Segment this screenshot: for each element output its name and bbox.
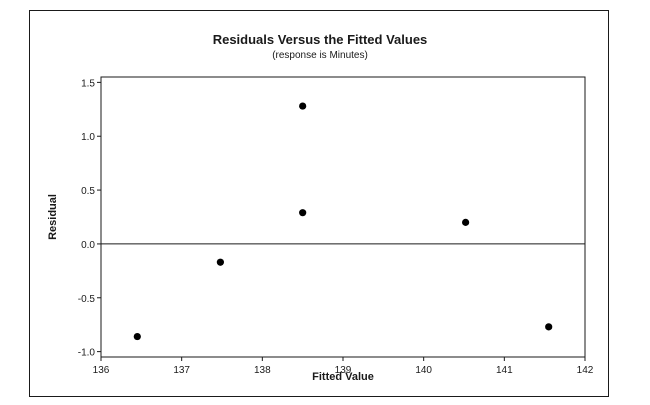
data-point bbox=[216, 258, 224, 266]
x-tick-label: 138 bbox=[254, 365, 271, 376]
y-tick-label: -1.0 bbox=[78, 348, 96, 359]
x-tick-label: 136 bbox=[93, 365, 110, 376]
y-tick-label: 0.5 bbox=[81, 186, 95, 197]
chart-subtitle: (response is Minutes) bbox=[272, 50, 368, 61]
x-tick-label: 139 bbox=[335, 365, 352, 376]
x-axis-label: Fitted Value bbox=[312, 371, 374, 383]
y-tick-label: -0.5 bbox=[78, 294, 96, 305]
x-tick-label: 140 bbox=[415, 365, 432, 376]
x-tick-label: 142 bbox=[577, 365, 594, 376]
x-tick-label: 137 bbox=[173, 365, 190, 376]
y-tick-label: 1.0 bbox=[81, 132, 95, 143]
scatter-chart: Residuals Versus the Fitted Values (resp… bbox=[47, 32, 594, 383]
data-point bbox=[299, 209, 307, 217]
y-tick-label: 1.5 bbox=[81, 78, 95, 89]
y-axis-label: Residual bbox=[47, 194, 59, 240]
data-point bbox=[133, 332, 141, 341]
data-point bbox=[545, 323, 553, 331]
chart-figure: Residuals Versus the Fitted Values (resp… bbox=[29, 10, 609, 397]
chart-title: Residuals Versus the Fitted Values bbox=[213, 32, 428, 47]
data-point bbox=[299, 102, 307, 110]
x-tick-label: 141 bbox=[496, 365, 513, 376]
plot-area bbox=[100, 76, 586, 358]
y-tick-label: 0.0 bbox=[81, 240, 95, 251]
data-point bbox=[462, 218, 470, 226]
